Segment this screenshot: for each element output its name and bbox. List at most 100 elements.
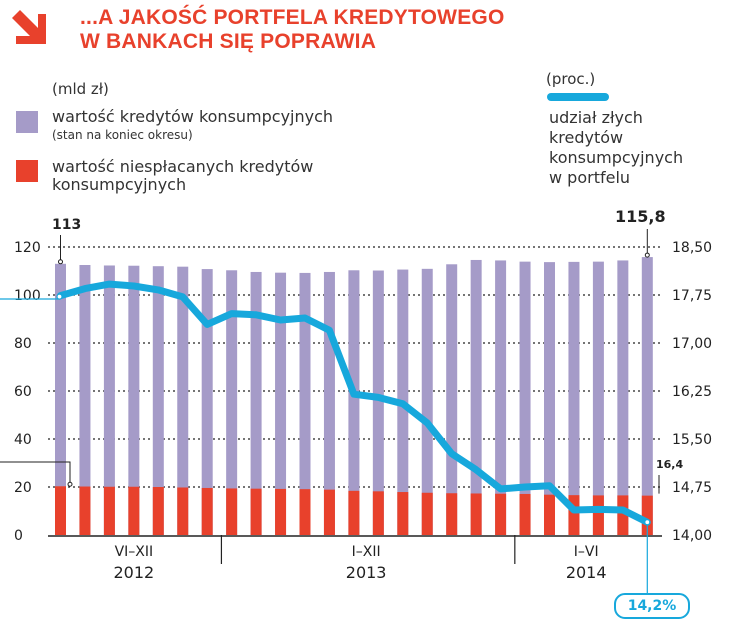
bar-total <box>641 257 653 535</box>
legend-total-subtext: (stan na koniec okresu) <box>52 128 193 142</box>
bar-bad <box>201 487 213 535</box>
bar-bad <box>177 487 189 535</box>
bar-total <box>128 265 140 535</box>
bar-total <box>544 262 555 535</box>
bar-bad <box>641 495 653 535</box>
bar-bad <box>79 486 91 535</box>
right-axis-ticks: 14,00 14,75 15,50 16,25 17,00 17,75 18,50 <box>672 240 712 544</box>
bar-bad <box>592 495 604 535</box>
bar-total <box>275 272 287 535</box>
bar-total <box>79 265 91 535</box>
category-label: I–VI <box>574 544 599 560</box>
share-line <box>57 280 651 526</box>
gridlines <box>48 246 662 488</box>
left-tick-label: 40 <box>14 432 32 448</box>
right-tick-label: 16,25 <box>672 384 712 400</box>
bar-bad <box>470 493 482 535</box>
bar-bad <box>275 488 287 535</box>
share-line-series <box>57 280 651 526</box>
legend-label-bad: wartość niespłacanych kredytów konsumpcy… <box>52 158 313 194</box>
bar-total <box>519 261 531 535</box>
bar-total <box>103 265 115 535</box>
legend-share-text-4: w portfelu <box>549 168 631 187</box>
bar-total <box>323 271 335 535</box>
legend-share-text-1: udział złych <box>549 108 643 127</box>
right-tick-label: 14,00 <box>672 528 712 544</box>
bar-bad <box>152 487 164 535</box>
right-tick-label: 18,50 <box>672 240 712 256</box>
bar-bad <box>299 489 311 535</box>
bars-bad-series <box>55 486 653 535</box>
bar-bad <box>544 494 555 535</box>
legend-swatch-bad <box>16 160 38 182</box>
bar-bad <box>519 493 531 535</box>
bar-total <box>250 271 262 535</box>
bar-total <box>446 264 458 535</box>
annotation-first-total: 113 <box>52 217 81 233</box>
legend-line-sample <box>547 93 609 101</box>
bar-total <box>495 260 507 535</box>
category-year-label: 2013 <box>346 563 387 582</box>
bar-total <box>177 266 189 535</box>
left-tick-label: 120 <box>14 240 41 256</box>
right-unit-label: (proc.) <box>546 70 596 88</box>
leader-dot <box>644 252 650 258</box>
annotations: 113 115,8 16,4 <box>0 207 683 605</box>
legend-label-total: wartość kredytów konsumpcyjnych (stan na… <box>52 108 333 144</box>
bad-legend-leader <box>0 461 71 485</box>
bar-bad <box>250 488 262 535</box>
legend-share-text-3: konsumpcyjnych <box>549 148 684 167</box>
bar-total <box>592 261 604 535</box>
last-share-badge: 14,2% <box>614 593 690 619</box>
bar-bad <box>103 486 115 535</box>
bar-bad <box>372 491 384 535</box>
bar-bad <box>348 490 360 535</box>
category-label: VI–XII <box>115 544 154 560</box>
bar-total <box>470 259 482 535</box>
legend-bad-text-1: wartość niespłacanych kredytów <box>52 157 314 176</box>
bar-bad <box>226 488 238 535</box>
bars-total-series <box>55 257 653 535</box>
bar-bad <box>421 492 433 535</box>
category-year-label: 2014 <box>566 563 607 582</box>
legend-total-text: wartość kredytów konsumpcyjnych <box>52 107 334 126</box>
bar-total <box>299 272 311 535</box>
bar-total <box>152 266 164 535</box>
title-line-2: W BANKACH SIĘ POPRAWIA <box>80 30 377 53</box>
bar-total <box>55 263 66 535</box>
legend-swatch-total <box>16 111 38 133</box>
legend-label-share: udział złych kredytów konsumpcyjnych w p… <box>549 108 683 188</box>
bar-total <box>226 270 238 535</box>
bar-bad <box>446 493 458 535</box>
left-tick-label: 100 <box>14 288 41 304</box>
leader-dot <box>67 481 73 487</box>
bar-total <box>617 260 629 535</box>
left-tick-label: 0 <box>14 528 23 544</box>
bar-bad <box>495 493 507 535</box>
bar-bad <box>617 495 629 535</box>
left-tick-label: 80 <box>14 336 32 352</box>
share-start-dot <box>56 293 63 300</box>
share-end-dot <box>644 519 651 526</box>
bar-bad <box>128 486 140 535</box>
chart-title: ...A JAKOŚĆ PORTFELA KREDYTOWEGO W BANKA… <box>80 6 600 54</box>
bar-bad <box>397 492 409 535</box>
right-tick-label: 17,75 <box>672 288 712 304</box>
bar-total <box>201 269 213 535</box>
category-labels: VI–XII 2012 I–XII 2013 I–VI 2014 <box>113 535 607 582</box>
bar-bad <box>323 489 335 535</box>
annotation-last-bad: 16,4 <box>656 458 683 471</box>
right-tick-label: 15,50 <box>672 432 712 448</box>
bar-bad <box>568 495 580 535</box>
category-label: I–XII <box>352 544 381 560</box>
annotation-last-total: 115,8 <box>615 207 666 226</box>
category-year-label: 2012 <box>113 563 154 582</box>
left-tick-label: 20 <box>14 480 32 496</box>
right-tick-label: 17,00 <box>672 336 712 352</box>
red-arrow-down-right-icon <box>12 10 46 44</box>
bar-total <box>568 261 580 535</box>
bar-bad <box>55 486 66 535</box>
left-axis-ticks: 0 20 40 60 80 100 120 <box>14 240 41 544</box>
bar-total <box>421 268 433 535</box>
legend-share-text-2: kredytów <box>549 128 624 147</box>
